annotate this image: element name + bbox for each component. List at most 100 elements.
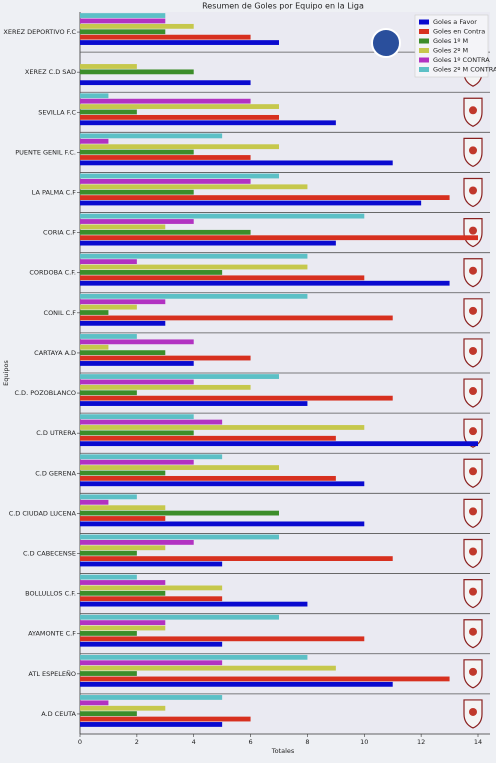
bar [80,64,137,69]
bar [80,716,251,722]
team-crest-center [469,427,477,436]
bar [80,144,279,150]
team-crest-center [469,707,477,716]
bar [80,219,194,224]
y-tick-label: SEVILLA F.C [38,108,76,116]
bar [80,430,194,436]
bar [80,614,279,620]
bar [80,722,223,727]
x-tick-label: 4 [192,738,196,746]
bar [80,620,166,626]
bar [80,259,137,265]
bar [80,160,393,166]
bar [80,494,137,500]
legend-label: Goles 2º M CONTRA [433,66,496,74]
x-tick-label: 2 [135,738,139,746]
bar [80,344,109,350]
bar [80,13,166,18]
bar [80,510,279,516]
bar [80,585,223,591]
bar [80,184,308,190]
bar [80,374,279,379]
bar [80,173,279,179]
bar [80,379,194,385]
team-crest-center [469,667,477,676]
bar [80,350,166,356]
bar [80,465,279,470]
y-tick-label: C.D UTRERA [36,429,76,437]
legend-label: Goles a Favor [433,18,477,26]
y-tick-label: C.D CIUDAD LUCENA [9,509,77,517]
y-tick-label: LA PALMA C.F [32,189,77,197]
bar [80,23,194,29]
x-tick-label: 6 [249,738,253,746]
y-tick-label: XEREZ DEPORTIVO F.C [3,28,76,36]
x-tick-label: 10 [360,738,368,746]
y-tick-label: C.D CABECENSE [23,550,76,558]
bar [80,625,166,631]
bar [80,574,137,580]
bar [80,700,109,706]
bar [80,293,308,299]
y-tick-label: PUENTE GENIL F.C. [15,148,76,156]
bar [80,270,223,275]
legend-label: Goles 1º CONTRA [433,56,490,64]
y-tick-label: CARTAYA A.D [34,349,76,357]
legend-box [414,14,489,78]
bar [80,29,166,35]
bar [80,459,194,465]
x-tick-label: 12 [417,738,425,746]
bar [80,505,166,511]
bar [80,104,279,109]
bar [80,534,279,540]
bar [80,676,450,682]
bar [80,355,251,361]
bar [80,253,308,259]
team-crest-center [469,186,477,195]
bar [80,390,137,396]
bar [80,521,365,527]
bar [80,69,194,75]
x-tick-label: 14 [474,738,482,746]
bar [80,18,166,24]
bar [80,120,336,126]
team-crest-center [469,467,477,476]
legend-swatch [419,29,429,34]
bar [80,636,365,642]
bar [80,334,137,339]
y-tick-label: A.D CEUTA [41,710,76,718]
legend-swatch [419,48,429,53]
bar [80,414,194,420]
legend-label: Goles en Contra [433,28,485,36]
y-tick-label: C.D. POZOBLANCO [14,389,76,397]
bar [80,499,109,505]
legend-swatch [419,19,429,25]
bar [80,315,393,321]
x-tick-label: 0 [78,738,82,746]
bar [80,34,251,40]
legend-label: Goles 2º M [433,47,468,55]
bar [80,550,137,556]
bar [80,320,166,326]
y-tick-label: CORIA C.F [43,229,76,237]
y-tick-label: XEREZ C.D SAD [25,68,76,76]
bar [80,475,336,481]
bar [80,149,194,155]
y-tick-label: AYAMONTE C.F [28,630,76,638]
bar [80,425,365,430]
bar [80,240,336,246]
bar [80,545,166,551]
team-crest-center [469,587,477,596]
y-tick-label: C.D GERENA [35,469,76,477]
team-crest-center [469,266,477,275]
legend-swatch [419,67,429,72]
bar [80,224,166,230]
bar [80,361,194,366]
bar [80,280,450,286]
bar [80,189,194,195]
bar [80,441,478,447]
y-axis-label: Equipos [2,360,10,386]
bar [80,705,166,711]
league-logo [371,28,401,58]
bar [80,98,251,104]
